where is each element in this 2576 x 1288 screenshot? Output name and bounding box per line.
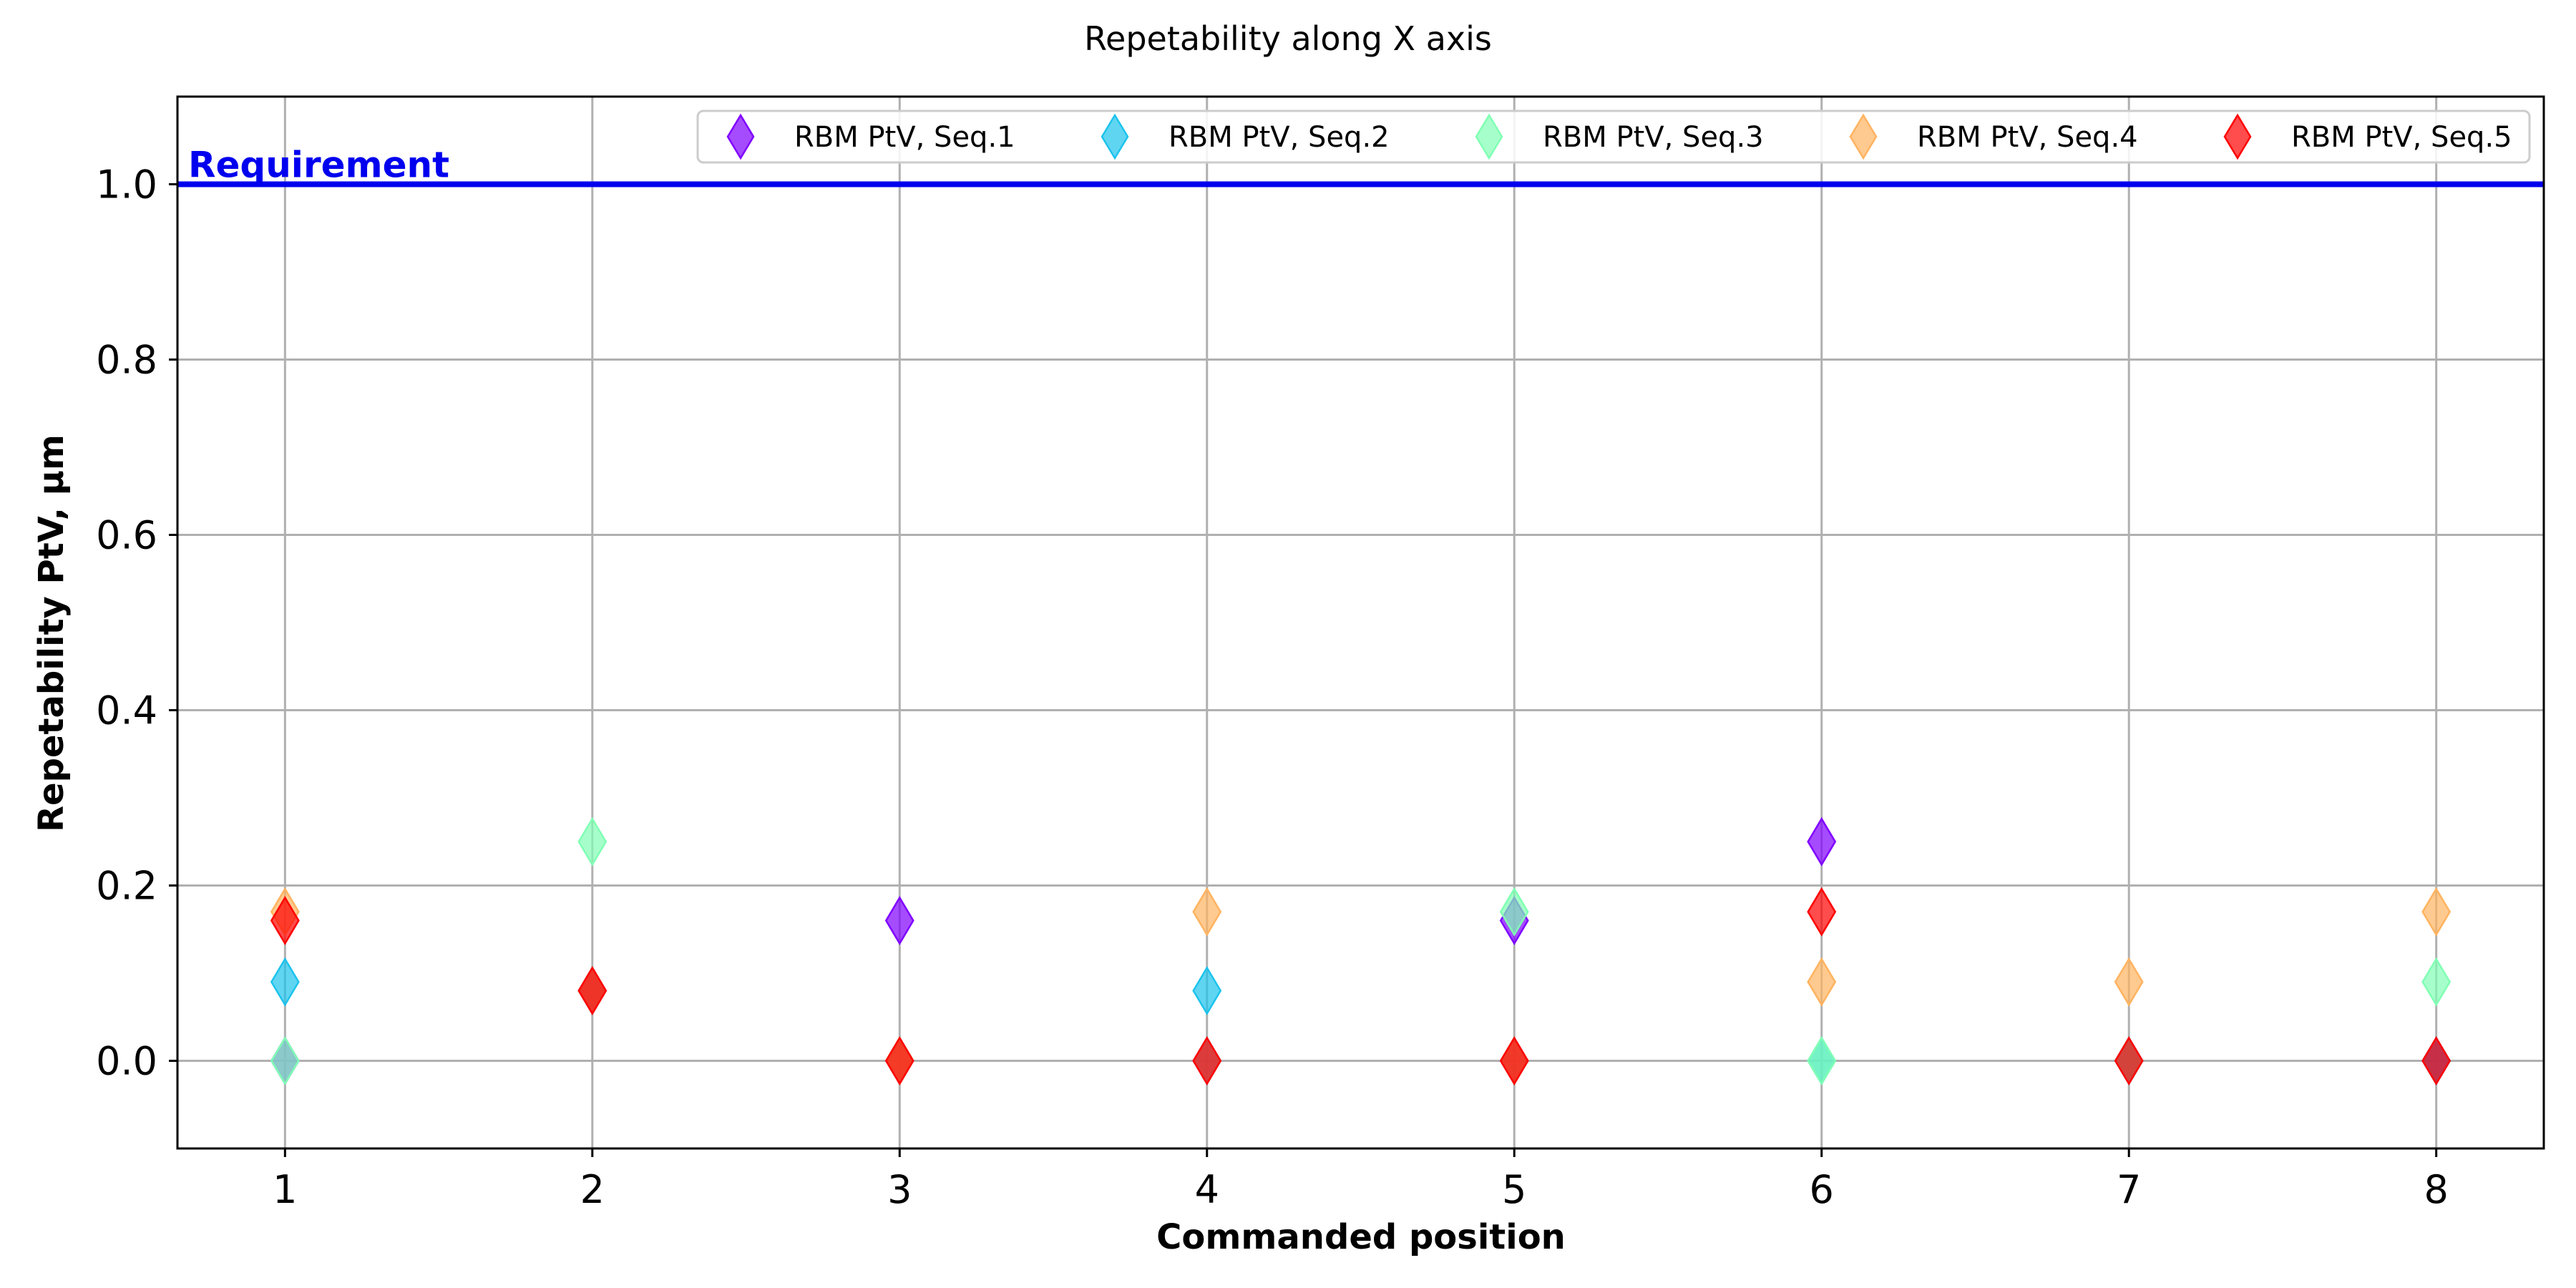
legend-marker: [1849, 113, 1878, 160]
series-1: [270, 816, 2451, 1085]
data-point: [577, 966, 608, 1015]
grid: [177, 97, 2544, 1148]
x-tick-label: 1: [273, 1167, 297, 1212]
x-tick-label: 4: [1195, 1167, 1219, 1212]
data-point: [2421, 1036, 2451, 1085]
data-point: [884, 896, 914, 945]
y-tick-label: 0.2: [96, 864, 157, 909]
x-axis-label: Commanded position: [1156, 1217, 1566, 1257]
requirement-line-group: Requirement: [177, 145, 2544, 187]
data-point: [1807, 957, 1837, 1007]
x-tick-label: 3: [887, 1167, 912, 1212]
data-point: [1807, 816, 1837, 867]
legend-marker: [1101, 113, 1129, 160]
y-axis-label: Repetability PtV, μm: [31, 434, 72, 832]
requirement-label: Requirement: [188, 145, 449, 186]
legend-frame: [696, 109, 2531, 164]
legend-label: RBM PtV, Seq.4: [1917, 121, 2138, 154]
legend-marker: [2223, 113, 2252, 160]
x-tick-label: 8: [2424, 1167, 2449, 1212]
data-points: [270, 816, 2451, 1085]
legend-item: RBM PtV, Seq.1: [726, 113, 1015, 160]
y-tick-label: 0.4: [96, 688, 157, 733]
legend-item: RBM PtV, Seq.5: [2223, 113, 2512, 160]
data-point: [1499, 1036, 1529, 1085]
data-point: [1192, 1036, 1222, 1085]
legend-item: RBM PtV, Seq.3: [1475, 113, 1764, 160]
legend-label: RBM PtV, Seq.3: [1543, 121, 1764, 154]
y-tick-label: 1.0: [96, 162, 157, 208]
y-tick-label: 0.6: [96, 513, 157, 558]
x-axis-ticks: 1 2 3 4 5 6 7 8: [273, 1148, 2449, 1212]
data-point: [270, 896, 300, 945]
data-point: [1807, 887, 1837, 937]
y-axis-ticks: 0.0 0.2 0.4 0.6 0.8 1.0: [96, 162, 177, 1084]
legend-item: RBM PtV, Seq.2: [1101, 113, 1390, 160]
legend-label: RBM PtV, Seq.5: [2291, 121, 2512, 154]
legend: RBM PtV, Seq.1 RBM PtV, Seq.2 RBM PtV, Seq…: [696, 109, 2531, 164]
data-point: [2114, 957, 2144, 1007]
legend-label: RBM PtV, Seq.2: [1169, 121, 1390, 154]
data-point: [884, 1036, 914, 1085]
data-point: [1807, 1036, 1837, 1085]
data-point: [2421, 887, 2451, 937]
legend-marker: [726, 113, 755, 160]
chart-title: Repetability along X axis: [1084, 19, 1492, 58]
x-tick-label: 5: [1502, 1167, 1526, 1212]
data-point: [1499, 887, 1529, 937]
data-point: [270, 1036, 300, 1085]
data-point: [1192, 966, 1222, 1015]
y-tick-label: 0.0: [96, 1039, 157, 1084]
x-tick-label: 2: [580, 1167, 605, 1212]
plot-frame: [176, 95, 2545, 1150]
legend-marker: [1475, 113, 1503, 160]
x-tick-label: 7: [2117, 1167, 2141, 1212]
x-tick-label: 6: [1810, 1167, 1834, 1212]
legend-label: RBM PtV, Seq.1: [794, 121, 1015, 154]
data-point: [2421, 957, 2451, 1007]
data-point: [1192, 887, 1222, 937]
data-point: [577, 816, 608, 867]
series-5: [270, 887, 2451, 1085]
y-tick-label: 0.8: [96, 338, 157, 383]
data-point: [2114, 1036, 2144, 1085]
series-3: [270, 816, 2451, 1085]
legend-item: RBM PtV, Seq.4: [1849, 113, 2138, 160]
data-point: [270, 957, 300, 1007]
